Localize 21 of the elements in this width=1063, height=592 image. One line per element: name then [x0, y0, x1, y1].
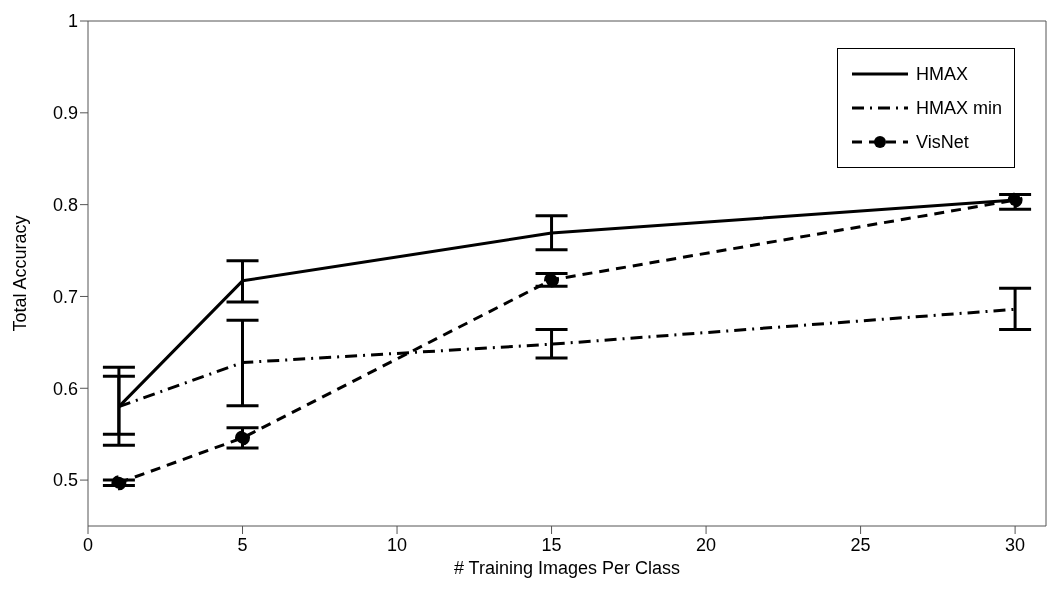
point — [1007, 192, 1023, 208]
x-tick-label: 5 — [237, 534, 248, 555]
y-tick-label: 0.5 — [52, 470, 78, 491]
x-tick-label: 15 — [541, 534, 562, 555]
x-tick-label: 10 — [387, 534, 408, 555]
x-tick-label: 0 — [82, 534, 94, 555]
x-tick-label: 20 — [696, 534, 717, 555]
y-tick-label: 1 — [67, 11, 78, 32]
point — [235, 430, 251, 446]
y-tick-label: 0.9 — [52, 103, 78, 124]
x-axis-title: # Training Images Per Class — [453, 558, 681, 578]
legend-label: HMAX — [915, 63, 968, 85]
x-tick-label: 30 — [1005, 534, 1026, 555]
x-tick-label: 25 — [850, 534, 871, 555]
y-axis-title: Total Accuracy — [10, 215, 31, 332]
point — [111, 475, 127, 491]
y-tick-label: 0.6 — [52, 378, 78, 399]
legend-label: HMAX min — [915, 97, 1002, 119]
y-tick-label: 0.8 — [52, 195, 78, 216]
legend-label: VisNet — [915, 131, 969, 153]
y-tick-label: 0.7 — [52, 286, 78, 307]
